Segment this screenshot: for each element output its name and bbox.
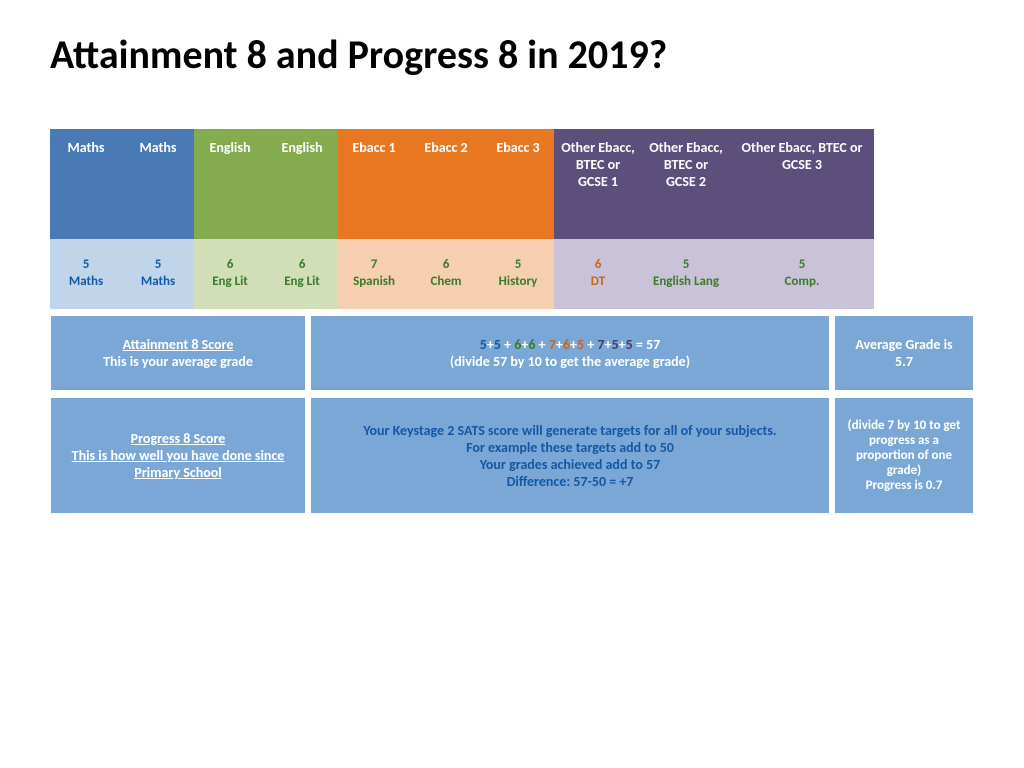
subject-cell: 5English Lang	[642, 239, 730, 309]
attainment-mid: 5+5 + 6+6 + 7+6+5 + 7+5+5 = 57 (divide 5…	[310, 315, 830, 391]
header-cell: Ebacc 1	[338, 129, 410, 239]
progress-mid-l3: Your grades achieved add to 57	[480, 456, 660, 473]
progress-mid-l2: For example these targets add to 50	[466, 439, 674, 456]
page-title: Attainment 8 and Progress 8 in 2019?	[50, 30, 974, 79]
progress-title: Progress 8 Score	[131, 430, 226, 447]
subject-cell: 6DT	[554, 239, 642, 309]
subject-cell: 7Spanish	[338, 239, 410, 309]
progress-mid: Your Keystage 2 SATS score will generate…	[310, 397, 830, 514]
progress-row: Progress 8 Score This is how well you ha…	[50, 397, 974, 514]
attainment-title: Attainment 8 Score	[123, 336, 234, 353]
progress-right: (divide 7 by 10 to get progress as a pro…	[834, 397, 974, 514]
header-cell: English	[266, 129, 338, 239]
subject-cell: 6Eng Lit	[266, 239, 338, 309]
header-cell: Ebacc 3	[482, 129, 554, 239]
subject-cell: 5Maths	[50, 239, 122, 309]
attainment-calc: 5+5 + 6+6 + 7+6+5 + 7+5+5 = 57	[480, 336, 660, 353]
subject-cell: 5History	[482, 239, 554, 309]
attainment-calc-sub: (divide 57 by 10 to get the average grad…	[450, 353, 690, 370]
attainment-right: Average Grade is 5.7	[834, 315, 974, 391]
header-cell: Ebacc 2	[410, 129, 482, 239]
progress-right-l2: Progress is 0.7	[866, 478, 943, 493]
attainment-subtitle: This is your average grade	[103, 353, 253, 370]
header-cell: Other Ebacc, BTEC or GCSE 2	[642, 129, 730, 239]
progress-mid-l1: Your Keystage 2 SATS score will generate…	[363, 422, 776, 439]
attainment-avg: Average Grade is 5.7	[847, 336, 961, 370]
header-cell: Other Ebacc, BTEC or GCSE 1	[554, 129, 642, 239]
subject-cell: 5Comp.	[730, 239, 874, 309]
attainment-left: Attainment 8 Score This is your average …	[50, 315, 306, 391]
subject-cell: 6Chem	[410, 239, 482, 309]
subject-cell: 5Maths	[122, 239, 194, 309]
subject-row: 5Maths5Maths6Eng Lit6Eng Lit7Spanish6Che…	[50, 239, 974, 309]
progress-mid-l4: Difference: 57-50 = +7	[507, 473, 634, 490]
subject-cell: 6Eng Lit	[194, 239, 266, 309]
progress-subtitle: This is how well you have done since Pri…	[63, 447, 293, 481]
header-cell: Other Ebacc, BTEC or GCSE 3	[730, 129, 874, 239]
header-cell: Maths	[50, 129, 122, 239]
progress-left: Progress 8 Score This is how well you ha…	[50, 397, 306, 514]
header-cell: English	[194, 129, 266, 239]
header-cell: Maths	[122, 129, 194, 239]
progress-right-l1: (divide 7 by 10 to get progress as a pro…	[847, 418, 961, 478]
attainment-row: Attainment 8 Score This is your average …	[50, 315, 974, 391]
header-row: MathsMathsEnglishEnglishEbacc 1Ebacc 2Eb…	[50, 129, 974, 239]
